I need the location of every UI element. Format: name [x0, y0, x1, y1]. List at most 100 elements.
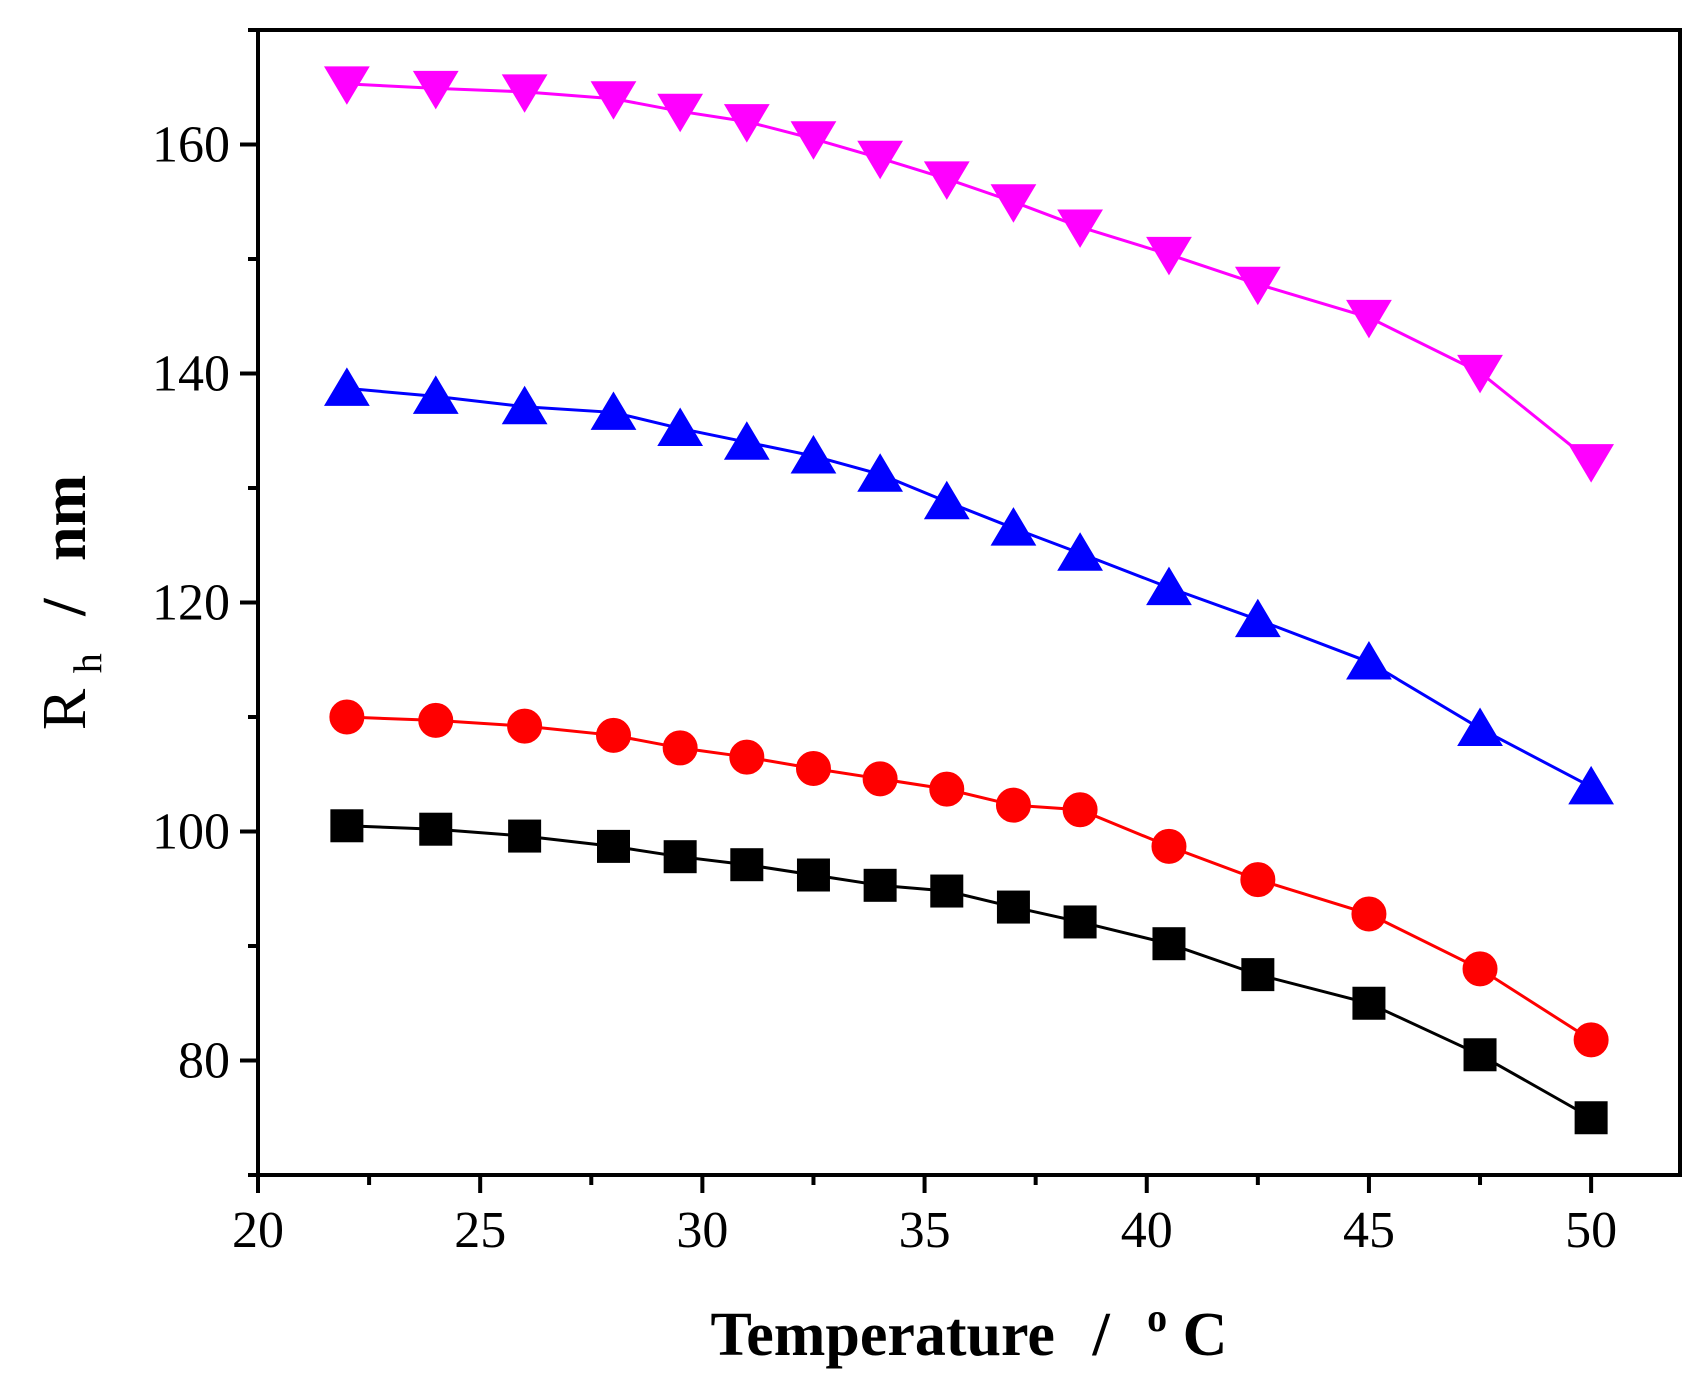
- plot-frame: [256, 28, 1682, 1177]
- series-black-square-point: [663, 840, 697, 874]
- series-blue-triangle-up-point: [1457, 707, 1503, 746]
- y-axis-title-unit: nm: [31, 475, 99, 561]
- x-tick-label: 50: [1565, 1202, 1617, 1259]
- series-blue-triangle-up-point: [1057, 532, 1103, 571]
- series-magenta-triangle-down-point: [657, 93, 704, 133]
- series-magenta-triangle-down-point: [1346, 299, 1392, 339]
- series-blue-triangle-up-point: [1568, 765, 1615, 805]
- series-blue-triangle-up-point: [857, 453, 904, 492]
- x-tick-label: 35: [899, 1202, 951, 1259]
- series-red-circle-point: [1240, 862, 1276, 898]
- series-blue-triangle-up-point: [501, 385, 548, 425]
- x-tick-label: 25: [454, 1202, 506, 1259]
- series-blue-triangle-up-point: [412, 375, 459, 414]
- series-magenta-triangle-down-point: [1146, 236, 1192, 276]
- y-axis-title: R h / nm: [31, 475, 115, 730]
- series-black-square-point: [508, 819, 542, 853]
- series-blue-triangle-up-point: [657, 407, 704, 446]
- series-black-square: [330, 809, 1608, 1135]
- x-tick-label: 45: [1343, 1202, 1395, 1259]
- series-red-circle-point: [1462, 951, 1498, 987]
- series-black-square-point: [930, 874, 964, 908]
- series-magenta-triangle-down-point: [790, 121, 837, 160]
- series-black-square-line: [346, 824, 1592, 1120]
- series-magenta-triangle-down-point: [1234, 266, 1281, 306]
- series-black-square-point: [996, 890, 1030, 924]
- series-red-circle-point: [795, 751, 831, 787]
- series-blue-triangle-up: [323, 367, 1615, 805]
- series-blue-triangle-up-point: [990, 507, 1037, 546]
- series-red-circle-point: [596, 717, 631, 753]
- series-red-circle-point: [1351, 896, 1387, 932]
- series-blue-triangle-up-point: [1146, 566, 1192, 606]
- y-axis-title-separator: /: [31, 598, 99, 617]
- series-black-square-point: [1352, 986, 1386, 1020]
- series-red-circle-point: [929, 771, 965, 807]
- series-black-square-point: [330, 809, 364, 843]
- series-blue-triangle-up-point: [723, 421, 770, 460]
- series-magenta-triangle-down-point: [1568, 444, 1615, 483]
- y-axis-title-main: R: [31, 688, 99, 730]
- series-black-square-point: [1063, 905, 1097, 939]
- series-red-circle-point: [662, 730, 698, 766]
- y-axis-title-sub: h: [65, 653, 110, 673]
- series-red-circle: [329, 699, 1609, 1058]
- series-magenta-triangle-down-point: [990, 184, 1037, 223]
- series-red-circle-point: [862, 761, 898, 797]
- series-blue-triangle-up-point: [923, 480, 970, 520]
- series-layer: [323, 66, 1615, 1135]
- series-blue-triangle-up-point: [323, 367, 370, 406]
- series-magenta-triangle-down-point: [1057, 209, 1103, 248]
- series-red-circle-point: [729, 739, 765, 775]
- series-blue-triangle-up-line: [346, 386, 1592, 789]
- series-blue-triangle-up-point: [590, 391, 637, 430]
- series-black-square-point: [1241, 958, 1275, 992]
- y-tick-label: 160: [152, 117, 230, 174]
- series-black-square-point: [796, 858, 830, 892]
- series-magenta-triangle-down-point: [923, 161, 970, 200]
- ticks-layer: [240, 28, 1594, 1193]
- series-red-circle-point: [329, 699, 365, 735]
- series-black-square-point: [730, 848, 764, 882]
- series-magenta-triangle-down-point: [501, 74, 548, 113]
- series-blue-triangle-up-point: [1234, 598, 1281, 638]
- series-blue-triangle-up-point: [790, 434, 837, 474]
- series-red-circle-line: [346, 715, 1592, 1042]
- series-magenta-triangle-down-point: [412, 70, 459, 110]
- series-red-circle-point: [1062, 792, 1098, 828]
- series-magenta-triangle-down-point: [323, 66, 370, 105]
- x-tick-label: 30: [676, 1202, 728, 1259]
- x-axis-title-separator: /: [1091, 1301, 1110, 1369]
- labels-layer: 20 25 30 35 40 45 50 80 100 120 140 160: [152, 117, 1617, 1260]
- x-axis-title: Temperature / o C: [711, 1277, 1228, 1369]
- y-tick-label: 80: [178, 1033, 230, 1090]
- series-red-circle-point: [418, 702, 454, 738]
- series-black-square-point: [1463, 1038, 1497, 1072]
- series-magenta-triangle-down-point: [857, 140, 904, 180]
- series-red-circle-point: [507, 708, 543, 744]
- series-black-square-point: [1152, 927, 1186, 961]
- series-black-square-point: [419, 812, 453, 846]
- x-tick-label: 20: [232, 1202, 284, 1259]
- x-axis-title-main: Temperature: [711, 1301, 1055, 1369]
- y-tick-label: 100: [152, 804, 230, 861]
- y-tick-label: 120: [152, 575, 230, 632]
- series-magenta-triangle-down-line: [346, 82, 1593, 463]
- series-blue-triangle-up-point: [1346, 641, 1392, 680]
- series-magenta-triangle-down: [323, 66, 1615, 483]
- series-magenta-triangle-down-point: [723, 104, 770, 143]
- y-tick-label: 140: [152, 346, 230, 403]
- series-black-square-point: [863, 868, 897, 902]
- series-magenta-triangle-down-point: [1457, 354, 1503, 394]
- series-red-circle-point: [1151, 828, 1187, 864]
- series-magenta-triangle-down-point: [590, 81, 637, 120]
- series-black-square-point: [1574, 1101, 1608, 1135]
- series-red-circle-point: [1573, 1022, 1609, 1058]
- x-axis-title-unit: C: [1183, 1301, 1228, 1369]
- series-red-circle-point: [995, 787, 1031, 823]
- series-black-square-point: [597, 829, 630, 863]
- x-axis-title-sup: o: [1147, 1295, 1167, 1340]
- x-tick-label: 40: [1121, 1202, 1173, 1259]
